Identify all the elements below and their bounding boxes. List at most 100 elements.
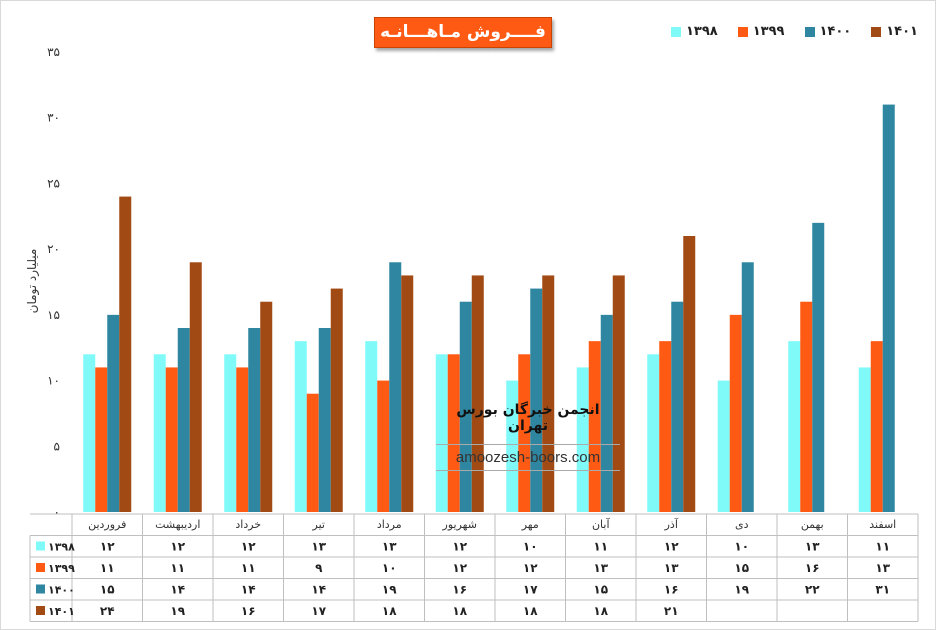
legend-swatch: [804, 26, 815, 37]
bar: [518, 354, 531, 512]
bar: [119, 196, 132, 513]
category-label: تیر: [312, 518, 325, 531]
data-label: ۱۳: [875, 561, 890, 575]
legend-label: ۱۳۹۸: [686, 24, 718, 39]
data-label: ۲۴: [100, 604, 115, 618]
bar: [459, 301, 472, 512]
category-label: آذر: [664, 517, 679, 531]
bar: [435, 354, 448, 512]
data-label: ۲۲: [805, 583, 820, 597]
bar: [165, 367, 178, 512]
bar: [248, 328, 261, 512]
bar: [612, 275, 625, 512]
data-label: ۱۶: [664, 583, 679, 597]
legend-item: ۱۳۹۹: [737, 24, 785, 39]
data-label: ۱۱: [593, 540, 608, 554]
watermark-divider-top: [436, 444, 620, 445]
y-tick-label: ۱۵: [47, 308, 60, 322]
data-label: ۱۲: [170, 540, 185, 554]
table-legend-swatch: [36, 563, 45, 572]
category-label: خرداد: [235, 518, 261, 531]
watermark-divider-bottom: [436, 470, 620, 471]
bar: [671, 301, 684, 512]
bar: [729, 314, 742, 512]
data-label: ۱۰: [523, 540, 538, 554]
bar: [189, 262, 202, 512]
data-label: ۱۴: [311, 583, 326, 597]
bar: [365, 341, 378, 512]
bar: [576, 367, 589, 512]
data-label: ۱۵: [100, 583, 115, 597]
bar: [647, 354, 660, 512]
bar: [153, 354, 166, 512]
bar: [389, 262, 402, 512]
bar: [659, 341, 672, 512]
bar: [224, 354, 237, 512]
category-label: شهریور: [442, 518, 477, 531]
table-legend-swatch: [36, 584, 45, 594]
data-label: ۱۴: [170, 583, 185, 597]
table-series-name: ۱۳۹۹: [48, 562, 75, 575]
data-label: ۱۷: [523, 583, 538, 597]
bar: [812, 222, 825, 512]
data-label: ۳۱: [875, 583, 890, 597]
data-label: ۱۶: [452, 583, 467, 597]
bar: [788, 341, 801, 512]
data-label: ۱۳: [805, 540, 820, 554]
data-label: ۱۲: [523, 561, 538, 575]
data-label: ۱۱: [241, 561, 256, 575]
y-tick-label: ۰: [54, 505, 60, 519]
data-label: ۱۸: [452, 604, 467, 618]
data-label: ۱۳: [593, 561, 608, 575]
legend-label: ۱۳۹۹: [752, 24, 785, 39]
bar: [530, 288, 543, 512]
category-label: فروردین: [88, 518, 126, 531]
category-label: آبان: [592, 517, 610, 531]
legend-item: ۱۳۹۸: [671, 24, 718, 39]
bar: [83, 354, 96, 512]
bar: [95, 367, 108, 512]
data-label: ۱۲: [452, 540, 467, 554]
data-label: ۱۱: [170, 561, 185, 575]
data-label: ۱۲: [100, 540, 115, 554]
legend-swatch: [671, 26, 681, 37]
bar: [377, 380, 390, 512]
data-label: ۱۹: [734, 583, 749, 597]
data-label: ۱۵: [734, 561, 749, 575]
category-label: بهمن: [801, 518, 824, 531]
table-legend-swatch: [36, 606, 45, 615]
data-label: ۱۸: [593, 604, 608, 618]
bar: [236, 367, 249, 512]
bar: [318, 328, 331, 512]
y-tick-label: ۵: [54, 439, 60, 453]
legend-label: ۱۴۰۰: [819, 24, 852, 39]
y-tick-label: ۱۰: [47, 374, 60, 388]
data-label: ۱۵: [593, 583, 608, 597]
category-label: دی: [735, 518, 749, 531]
bar: [306, 393, 319, 512]
data-label: ۱۴: [241, 583, 256, 597]
data-label: ۱۷: [311, 604, 326, 618]
bar: [870, 341, 883, 512]
legend-item: ۱۴۰۱: [871, 24, 918, 39]
watermark-url-text: amoozesh-boors.com: [455, 449, 601, 466]
table-legend-swatch: [36, 541, 45, 551]
y-tick-label: ۲۰: [47, 242, 60, 256]
category-label: اسفند: [869, 518, 896, 531]
bar: [260, 301, 273, 512]
y-tick-label: ۳۰: [47, 111, 60, 125]
legend-label: ۱۴۰۱: [886, 24, 918, 39]
data-label: ۱۳: [382, 540, 397, 554]
data-label: ۱۶: [805, 561, 820, 575]
data-label: ۱۰: [382, 561, 397, 575]
bar: [294, 341, 307, 512]
bar: [107, 314, 120, 512]
data-label: ۱۲: [452, 561, 467, 575]
data-label: ۱۸: [523, 604, 538, 618]
category-label: مهر: [521, 518, 539, 531]
data-label: ۱۹: [170, 604, 185, 618]
category-label: اردیبهشت: [155, 518, 200, 531]
y-tick-label: ۲۵: [47, 176, 60, 190]
bar: [506, 380, 519, 512]
table-series-name: ۱۴۰۱: [48, 605, 75, 618]
